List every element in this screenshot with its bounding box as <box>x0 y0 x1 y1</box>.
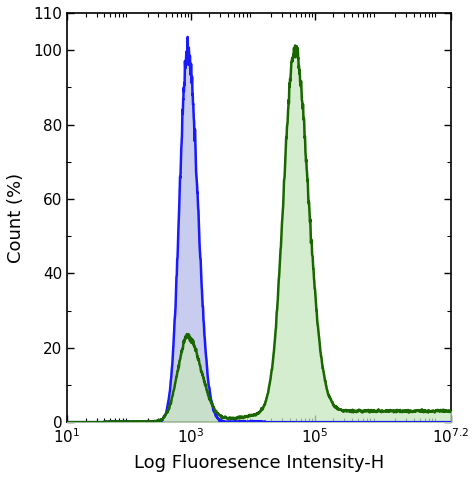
X-axis label: Log Fluoresence Intensity-H: Log Fluoresence Intensity-H <box>134 454 384 472</box>
Y-axis label: Count (%): Count (%) <box>7 172 25 262</box>
